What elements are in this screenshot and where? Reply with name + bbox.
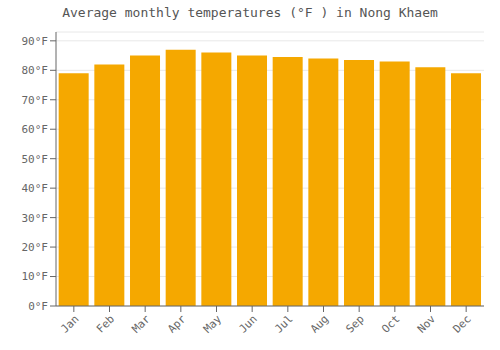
svg-text:Feb: Feb: [94, 312, 117, 335]
svg-text:40°F: 40°F: [22, 182, 49, 195]
svg-text:Jan: Jan: [58, 312, 81, 335]
svg-text:Jun: Jun: [237, 312, 260, 335]
svg-text:Mar: Mar: [130, 312, 154, 336]
svg-text:Oct: Oct: [379, 312, 402, 335]
svg-text:70°F: 70°F: [22, 94, 49, 107]
svg-text:20°F: 20°F: [22, 241, 49, 254]
svg-text:80°F: 80°F: [22, 64, 49, 77]
svg-text:50°F: 50°F: [22, 153, 49, 166]
svg-text:Sep: Sep: [344, 312, 367, 335]
html-text:Average monthly temperatures (: Average monthly temperatures (°F ) in No…: [62, 5, 438, 20]
svg-text:30°F: 30°F: [22, 212, 49, 225]
svg-text:Dec: Dec: [451, 312, 474, 335]
svg-text:Jul: Jul: [272, 312, 295, 335]
svg-text:Aug: Aug: [308, 312, 331, 335]
svg-text:Nov: Nov: [415, 312, 439, 336]
svg-text:0°F: 0°F: [28, 300, 48, 313]
svg-text:May: May: [201, 312, 225, 336]
svg-text:90°F: 90°F: [22, 35, 49, 48]
svg-text:10°F: 10°F: [22, 270, 49, 283]
svg-text:Apr: Apr: [165, 312, 189, 336]
svg-text:60°F: 60°F: [22, 123, 49, 136]
